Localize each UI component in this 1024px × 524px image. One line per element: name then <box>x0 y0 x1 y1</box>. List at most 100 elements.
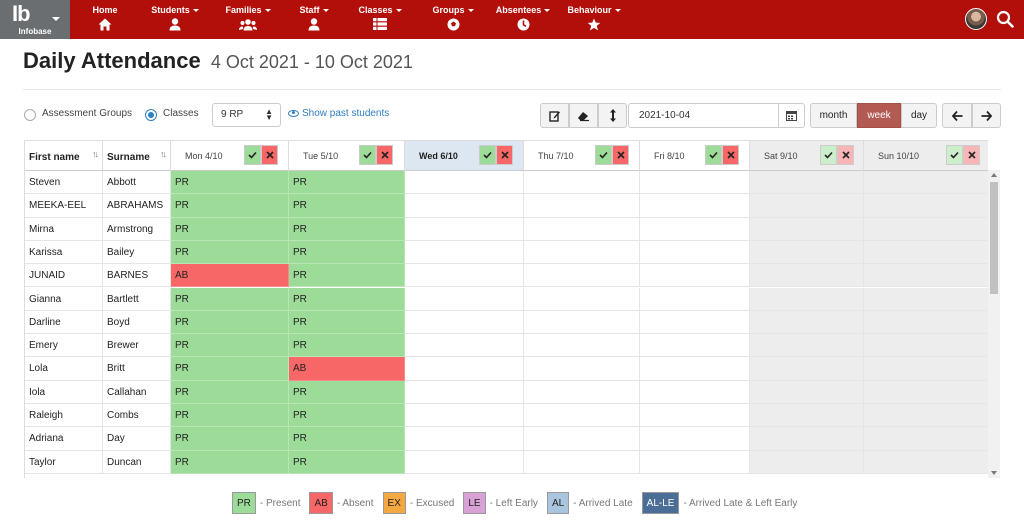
nav-behaviour[interactable]: Behaviour <box>562 0 626 39</box>
mark-all-absent-button[interactable] <box>496 145 513 165</box>
date-input[interactable]: 2021-10-04 <box>628 103 805 128</box>
attendance-cell[interactable] <box>524 287 640 311</box>
mark-all-present-button[interactable] <box>595 145 612 165</box>
first-name-header[interactable]: First name ↑↓ <box>25 140 103 171</box>
show-past-students-link[interactable]: Show past students <box>288 108 389 119</box>
app-logo[interactable]: Ib Infobase <box>0 0 70 39</box>
attendance-cell[interactable] <box>750 310 864 335</box>
attendance-cell[interactable] <box>750 404 864 428</box>
attendance-cell[interactable] <box>750 427 864 451</box>
attendance-cell[interactable]: PR <box>171 427 289 451</box>
attendance-cell[interactable]: PR <box>289 264 405 288</box>
mark-all-present-button[interactable] <box>359 145 376 165</box>
attendance-cell[interactable]: PR <box>289 450 405 474</box>
attendance-cell[interactable] <box>405 357 524 381</box>
attendance-cell[interactable] <box>640 240 750 265</box>
surname-header[interactable]: Surname ↑↓ <box>103 140 171 171</box>
nav-absentees[interactable]: Absentees <box>492 0 554 39</box>
attendance-cell[interactable]: PR <box>171 310 289 335</box>
attendance-cell[interactable] <box>524 171 640 195</box>
eraser-button[interactable] <box>569 103 598 128</box>
attendance-cell[interactable] <box>524 240 640 265</box>
attendance-cell[interactable] <box>405 171 524 195</box>
attendance-cell[interactable] <box>640 334 750 358</box>
attendance-cell[interactable]: PR <box>289 171 405 195</box>
nav-students[interactable]: Students <box>145 0 205 39</box>
attendance-cell[interactable] <box>524 450 640 474</box>
attendance-cell[interactable] <box>640 171 750 195</box>
attendance-cell[interactable] <box>524 404 640 428</box>
attendance-cell[interactable] <box>750 357 864 381</box>
prev-week-button[interactable] <box>942 103 972 128</box>
attendance-cell[interactable]: PR <box>171 334 289 358</box>
attendance-cell[interactable]: PR <box>289 287 405 311</box>
mark-all-present-button[interactable] <box>705 145 722 165</box>
attendance-cell[interactable] <box>864 450 988 474</box>
nav-classes[interactable]: Classes <box>356 0 404 39</box>
attendance-cell[interactable] <box>640 194 750 218</box>
mark-all-present-button[interactable] <box>820 145 837 165</box>
mark-all-absent-button[interactable] <box>612 145 629 165</box>
table-scrollbar[interactable] <box>988 170 1000 478</box>
view-month-button[interactable]: month <box>810 103 857 128</box>
user-avatar[interactable] <box>965 8 987 30</box>
calendar-button[interactable] <box>778 104 804 127</box>
mark-all-present-button[interactable] <box>479 145 496 165</box>
attendance-cell[interactable] <box>640 357 750 381</box>
mark-all-absent-button[interactable] <box>261 145 278 165</box>
attendance-cell[interactable] <box>524 217 640 241</box>
attendance-cell[interactable] <box>405 240 524 265</box>
attendance-cell[interactable]: PR <box>289 380 405 404</box>
attendance-cell[interactable]: PR <box>289 240 405 265</box>
attendance-cell[interactable] <box>640 264 750 288</box>
nav-families[interactable]: Families <box>216 0 280 39</box>
attendance-cell[interactable] <box>524 427 640 451</box>
attendance-cell[interactable] <box>864 380 988 404</box>
attendance-cell[interactable] <box>864 334 988 358</box>
attendance-cell[interactable]: PR <box>289 217 405 241</box>
attendance-cell[interactable] <box>864 217 988 241</box>
attendance-cell[interactable]: PR <box>289 194 405 218</box>
attendance-cell[interactable] <box>524 357 640 381</box>
assessment-groups-radio[interactable] <box>24 109 36 121</box>
search-icon[interactable] <box>996 10 1014 28</box>
attendance-cell[interactable] <box>405 334 524 358</box>
attendance-cell[interactable]: PR <box>171 240 289 265</box>
scrollbar-thumb[interactable] <box>990 182 998 294</box>
attendance-cell[interactable] <box>524 264 640 288</box>
attendance-cell[interactable] <box>405 217 524 241</box>
attendance-cell[interactable] <box>524 194 640 218</box>
attendance-cell[interactable]: PR <box>289 334 405 358</box>
attendance-cell[interactable]: PR <box>289 310 405 335</box>
attendance-cell[interactable] <box>524 310 640 335</box>
attendance-cell[interactable] <box>750 217 864 241</box>
attendance-cell[interactable] <box>864 240 988 265</box>
attendance-cell[interactable] <box>640 380 750 404</box>
attendance-cell[interactable] <box>405 264 524 288</box>
attendance-cell[interactable]: PR <box>171 357 289 381</box>
attendance-cell[interactable] <box>640 310 750 335</box>
attendance-cell[interactable] <box>864 264 988 288</box>
next-week-button[interactable] <box>972 103 1001 128</box>
attendance-cell[interactable] <box>864 171 988 195</box>
attendance-cell[interactable]: AB <box>289 357 405 381</box>
class-select[interactable]: 9 RP ▲ ▼ <box>212 103 281 127</box>
attendance-cell[interactable]: PR <box>289 427 405 451</box>
mark-all-present-button[interactable] <box>946 145 963 165</box>
attendance-cell[interactable] <box>864 287 988 311</box>
attendance-cell[interactable]: PR <box>289 404 405 428</box>
attendance-cell[interactable] <box>750 171 864 195</box>
attendance-cell[interactable] <box>864 427 988 451</box>
attendance-cell[interactable]: PR <box>171 404 289 428</box>
attendance-cell[interactable] <box>750 334 864 358</box>
attendance-cell[interactable] <box>640 217 750 241</box>
attendance-cell[interactable]: PR <box>171 171 289 195</box>
attendance-cell[interactable] <box>864 357 988 381</box>
attendance-cell[interactable] <box>864 404 988 428</box>
attendance-cell[interactable] <box>405 194 524 218</box>
nav-staff[interactable]: Staff <box>294 0 334 39</box>
attendance-cell[interactable] <box>524 334 640 358</box>
nav-home[interactable]: Home <box>86 0 124 39</box>
attendance-cell[interactable]: PR <box>171 287 289 311</box>
attendance-cell[interactable] <box>405 450 524 474</box>
